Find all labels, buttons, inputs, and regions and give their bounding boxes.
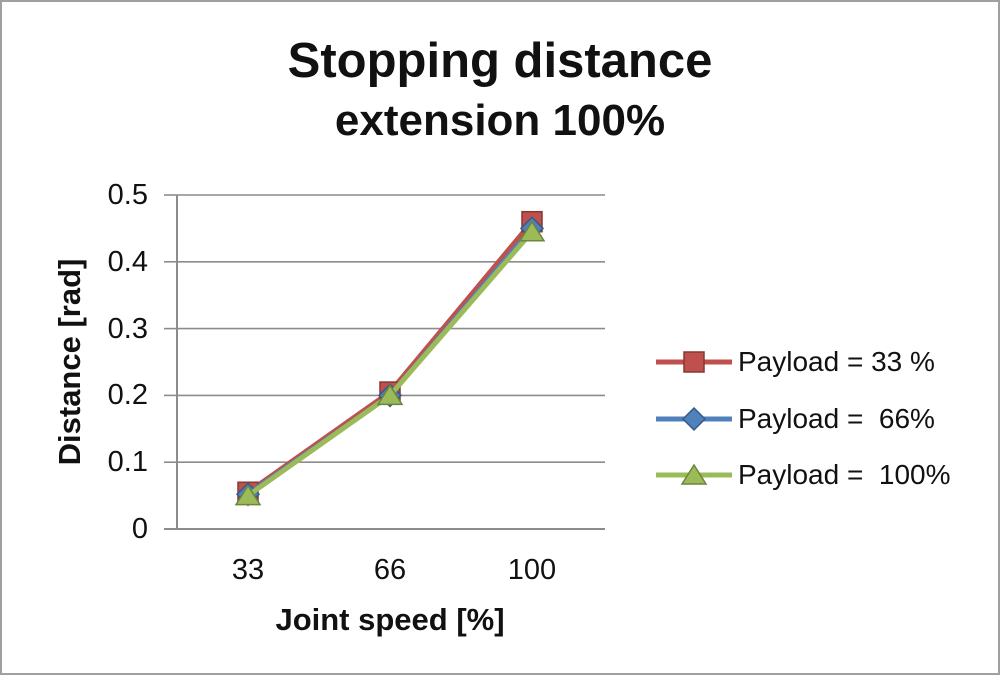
x-tick-label: 100 (507, 554, 557, 586)
y-tick-label: 0.4 (107, 246, 148, 278)
legend-marker-triangle (680, 463, 708, 485)
chart-title-line2: extension 100% (334, 96, 666, 145)
x-tick-label: 66 (373, 554, 407, 586)
y-tick-label: 0.2 (107, 379, 148, 411)
legend-marker-diamond-icon (656, 406, 732, 432)
legend-item: Payload = 33 % (654, 345, 935, 379)
y-tick-label: 0.3 (107, 313, 148, 345)
legend-item: Payload = 100% (654, 458, 951, 492)
series-marker-triangle (234, 484, 262, 506)
legend-marker-square-icon (656, 351, 732, 373)
legend-label: Payload = 100% (738, 459, 951, 490)
chart-title-line1: Stopping distance (287, 34, 713, 88)
series-line-1 (246, 226, 534, 497)
legend-label: Payload = 66% (738, 403, 935, 434)
chart-title: Stopping distance extension 100% (2, 32, 998, 152)
series-marker-triangle (518, 220, 546, 242)
y-tick-label: 0.1 (107, 446, 148, 478)
legend-marker-triangle-icon (656, 463, 732, 485)
y-tick-label: 0.5 (107, 179, 148, 211)
legend-label: Payload = 33 % (738, 346, 935, 377)
legend-marker-diamond (681, 406, 707, 432)
y-tick-label: 0 (131, 513, 148, 545)
legend-marker-square (683, 351, 705, 373)
x-axis-title: Joint speed [%] (275, 602, 505, 637)
series-marker-triangle (376, 383, 404, 406)
x-tick-label: 33 (231, 554, 265, 586)
legend-item: Payload = 66% (654, 402, 935, 436)
